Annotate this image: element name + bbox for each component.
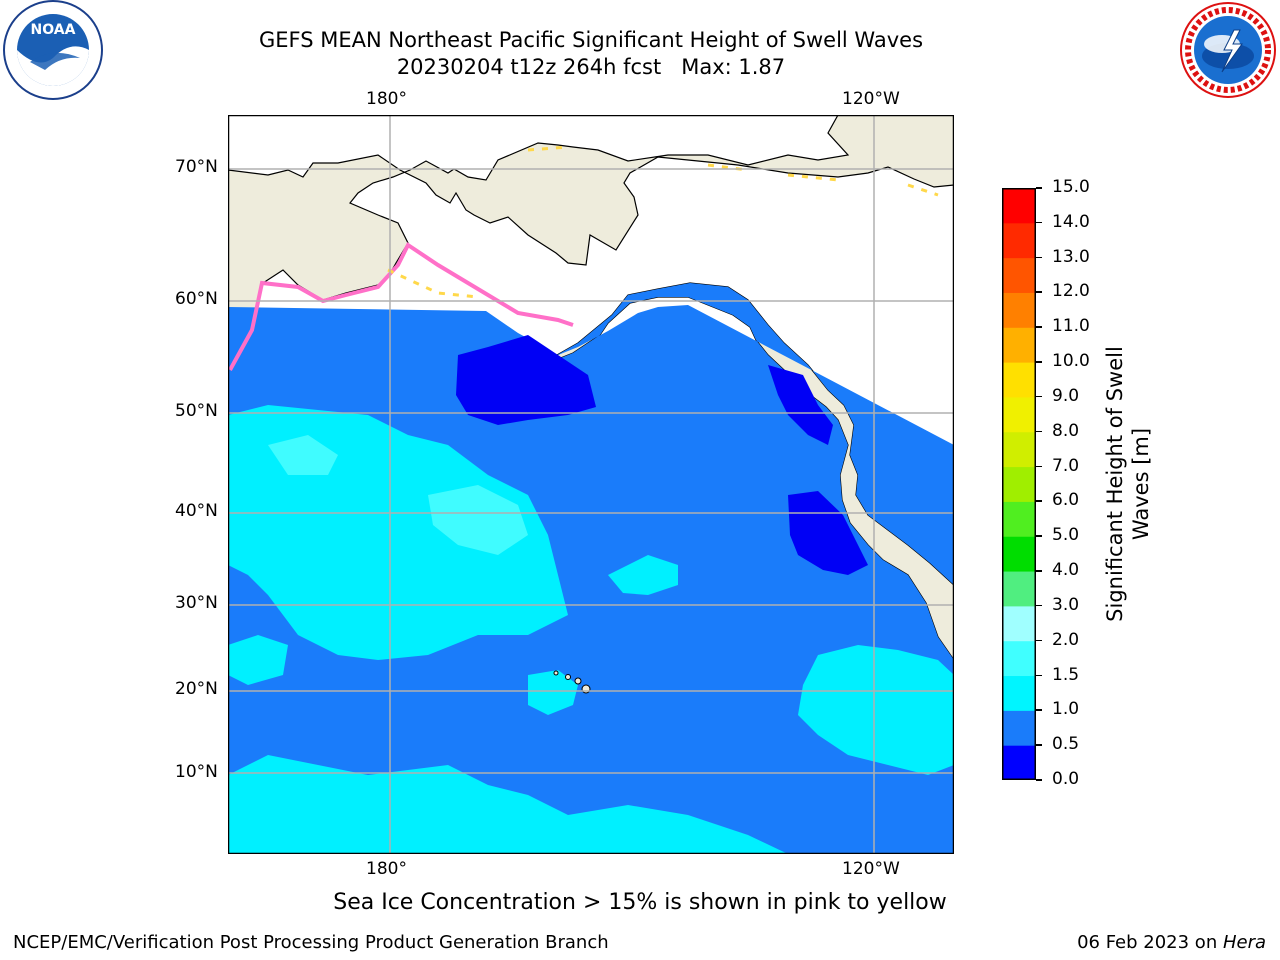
map-frame <box>227 114 955 855</box>
colorbar-segment <box>1002 710 1036 746</box>
lat-label-20n: 20°N <box>175 679 218 699</box>
colorbar-segment <box>1002 501 1036 537</box>
colorbar-tick-label: 11.0 <box>1052 316 1090 337</box>
footer-date-text: 06 Feb 2023 on <box>1077 932 1223 953</box>
colorbar-tick-mark <box>1036 604 1042 607</box>
colorbar-segment <box>1002 327 1036 363</box>
colorbar-tick-mark <box>1036 221 1042 224</box>
colorbar-segment <box>1002 571 1036 607</box>
colorbar-tick-mark <box>1036 709 1042 711</box>
colorbar-segment <box>1002 466 1036 502</box>
svg-text:NOAA: NOAA <box>31 22 76 38</box>
lon-label-bottom-180: 180° <box>366 859 407 879</box>
colorbar-tick-label: 14.0 <box>1052 211 1090 232</box>
swell-low-areas <box>456 335 868 575</box>
colorbar-tick-mark <box>1036 570 1042 572</box>
map-title-line1: GEFS MEAN Northeast Pacific Significant … <box>258 28 924 52</box>
colorbar-tick-mark <box>1036 639 1042 642</box>
colorbar-tick-label: 1.5 <box>1052 664 1080 685</box>
colorbar-tick-label: 2.0 <box>1052 629 1080 650</box>
lat-label-50n: 50°N <box>175 401 218 421</box>
colorbar-segment <box>1002 396 1036 433</box>
colorbar-frame <box>1002 188 1036 780</box>
colorbar-tick-mark <box>1036 187 1042 189</box>
footer-producer: NCEP/EMC/Verification Post Processing Pr… <box>13 932 609 953</box>
colorbar-tick-label: 5.0 <box>1052 525 1080 546</box>
colorbar-segment <box>1002 257 1036 293</box>
colorbar-tick-label: 7.0 <box>1052 455 1080 476</box>
colorbar-segment <box>1002 362 1036 398</box>
colorbar-tick-label: 6.0 <box>1052 490 1080 511</box>
colorbar-tick-mark <box>1036 361 1042 363</box>
colorbar-tick-label: 12.0 <box>1052 281 1090 302</box>
colorbar-tick-label: 13.0 <box>1052 246 1090 267</box>
colorbar-tick-label: 1.0 <box>1052 699 1080 720</box>
colorbar-tick-label: 15.0 <box>1052 177 1090 197</box>
colorbar-tick-mark <box>1036 395 1042 398</box>
swell-height-map <box>227 114 955 855</box>
colorbar-segment <box>1002 536 1036 572</box>
lat-label-70n: 70°N <box>175 157 218 177</box>
lat-label-40n: 40°N <box>175 501 218 521</box>
colorbar-tick-label: 4.0 <box>1052 560 1080 581</box>
sea-ice-fringe <box>228 242 574 371</box>
colorbar-segment <box>1002 188 1036 224</box>
lon-label-bottom-120w: 120°W <box>842 859 900 879</box>
colorbar-tick-label: 9.0 <box>1052 385 1080 406</box>
colorbar-segment <box>1002 640 1036 677</box>
colorbar-segment <box>1002 292 1036 328</box>
colorbar-ticks: 0.0 0.5 1.0 1.5 2.0 3.0 4.0 5.0 6.0 7.0 8.0 9.0 10.0… <box>1036 0 1106 960</box>
lat-label-10n: 10°N <box>175 762 218 782</box>
colorbar <box>1002 188 1036 781</box>
lat-label-30n: 30°N <box>175 593 218 613</box>
sea-ice-note: Sea Ice Concentration > 15% is shown in … <box>333 890 947 915</box>
colorbar-segment <box>1002 222 1036 259</box>
footer-date: 06 Feb 2023 on Hera <box>1077 932 1266 953</box>
colorbar-tick-mark <box>1036 326 1042 328</box>
colorbar-segment <box>1002 605 1036 642</box>
colorbar-tick-mark <box>1036 465 1042 468</box>
colorbar-segment <box>1002 431 1036 468</box>
colorbar-tick-mark <box>1036 674 1042 677</box>
colorbar-tick-mark <box>1036 744 1042 746</box>
colorbar-tick-label: 10.0 <box>1052 351 1090 372</box>
lon-label-top-120w: 120°W <box>842 89 900 109</box>
colorbar-tick-label: 0.0 <box>1052 769 1080 789</box>
colorbar-tick-label: 3.0 <box>1052 594 1080 615</box>
colorbar-tick-label: 0.5 <box>1052 734 1080 755</box>
colorbar-tick-mark <box>1036 779 1042 781</box>
footer-host: Hera <box>1222 932 1266 953</box>
lat-label-60n: 60°N <box>175 289 218 309</box>
graticule <box>228 115 954 854</box>
lon-label-top-180: 180° <box>366 89 407 109</box>
ocean-base <box>228 283 954 854</box>
colorbar-tick-mark <box>1036 291 1042 293</box>
noaa-logo: NOAA <box>0 0 106 100</box>
colorbar-tick-mark <box>1036 430 1042 433</box>
hawaii-islands <box>553 670 591 694</box>
colorbar-label: Significant Height of Swell Waves [m] <box>1103 346 1153 622</box>
colorbar-tick-label: 8.0 <box>1052 420 1080 441</box>
colorbar-segment <box>1002 675 1036 711</box>
nws-logo <box>1178 0 1278 100</box>
colorbar-tick-mark <box>1036 256 1042 259</box>
colorbar-tick-mark <box>1036 535 1042 537</box>
swell-light-areas <box>268 435 528 555</box>
colorbar-segment <box>1002 745 1036 781</box>
colorbar-tick-mark <box>1036 500 1042 502</box>
map-title-line2: 20230204 t12z 264h fcst Max: 1.87 <box>396 55 786 79</box>
